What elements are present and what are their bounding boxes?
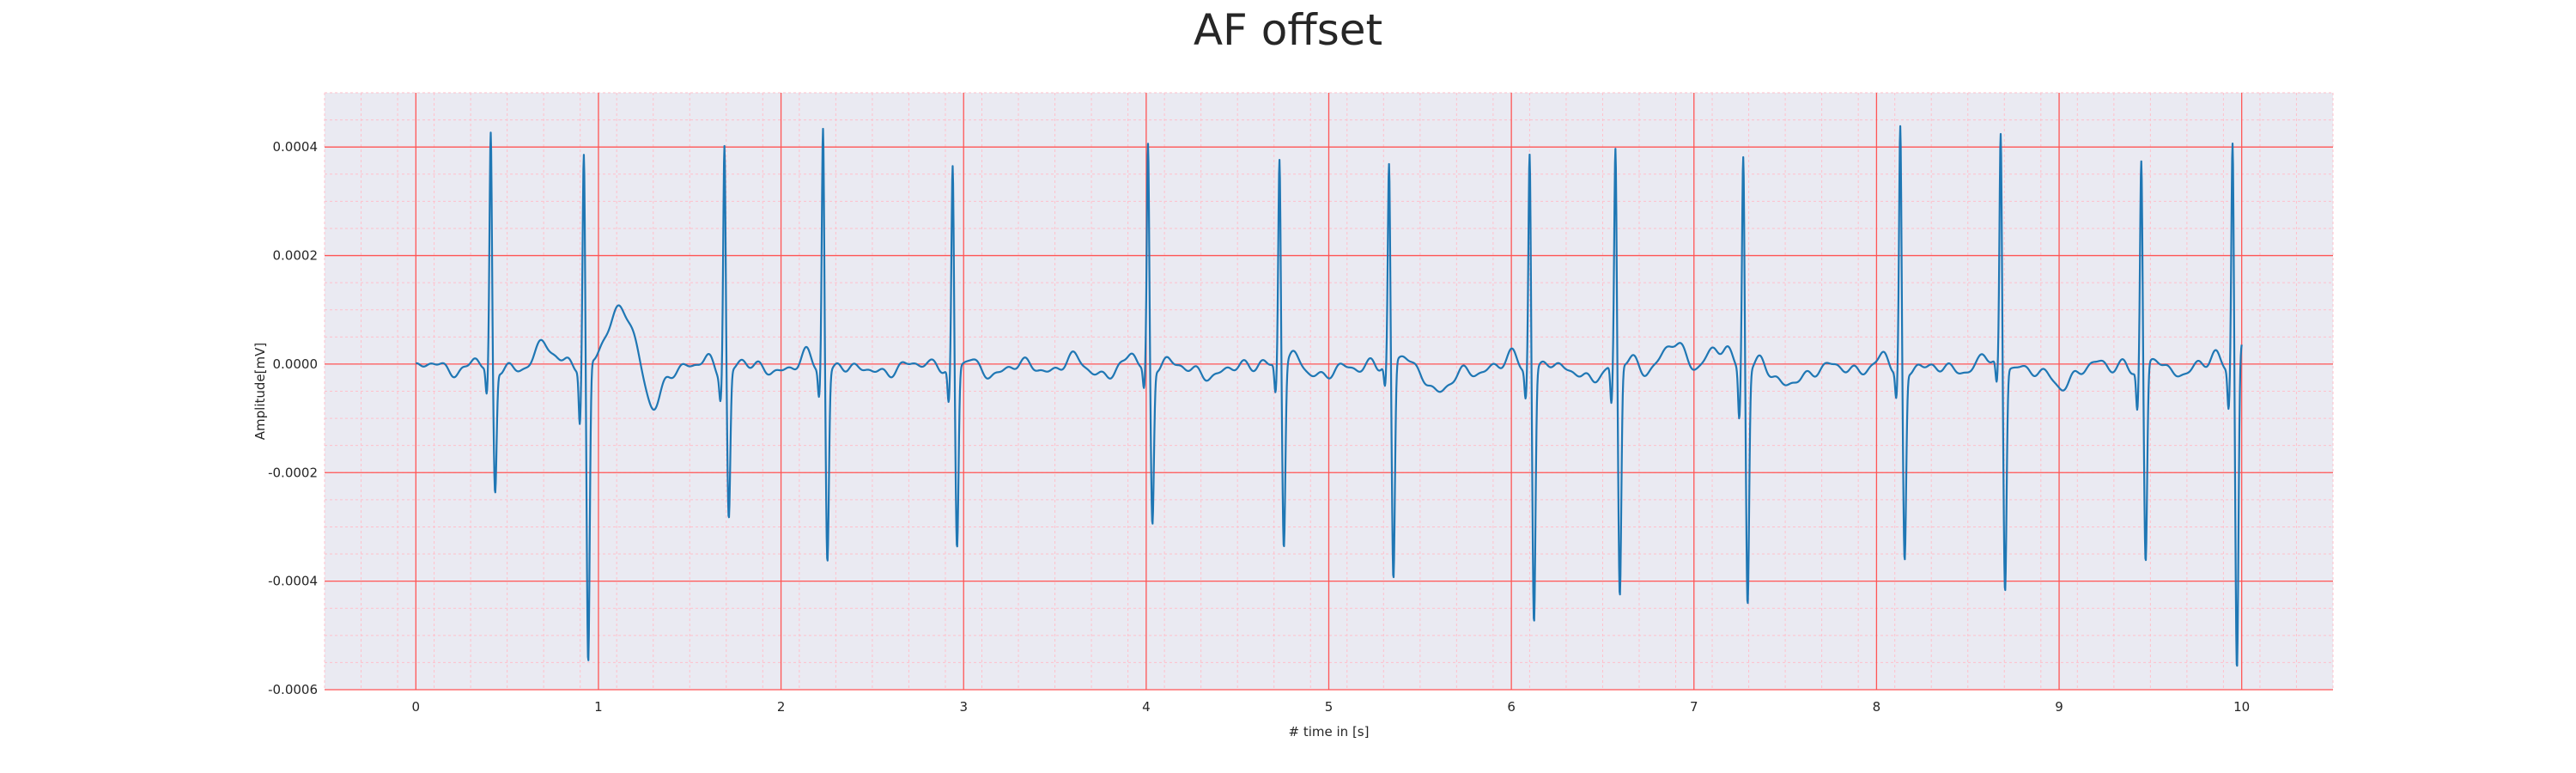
x-tick-label: 8 [1873,699,1881,715]
x-tick-label: 7 [1690,699,1698,715]
y-axis-label: Amplitude[mV] [252,343,268,440]
y-tick-label: -0.0002 [268,465,318,480]
x-tick-label: 9 [2055,699,2063,715]
x-tick-label: 10 [2233,699,2250,715]
x-axis-ticks: 0 1 2 3 4 5 6 7 8 9 10 [412,699,2251,715]
x-tick-label: 2 [777,699,786,715]
x-tick-label: 3 [959,699,968,715]
x-axis-label: # time in [s] [1289,724,1370,740]
x-tick-label: 4 [1142,699,1151,715]
y-tick-label: -0.0004 [268,574,318,589]
x-tick-label: 1 [594,699,603,715]
y-tick-label: -0.0006 [268,682,318,697]
y-tick-label: 0.0004 [273,139,319,155]
y-tick-label: 0.0002 [273,248,319,264]
x-tick-label: 0 [412,699,421,715]
minor-grid [324,92,2334,691]
chart-title: AF offset [1194,5,1382,55]
y-tick-label: 0.0000 [273,356,319,372]
y-axis-ticks: -0.0006 -0.0004 -0.0002 0.0000 0.0002 0.0004 [268,139,318,697]
x-tick-label: 5 [1325,699,1334,715]
x-tick-label: 6 [1507,699,1516,715]
series-line [415,125,2243,667]
